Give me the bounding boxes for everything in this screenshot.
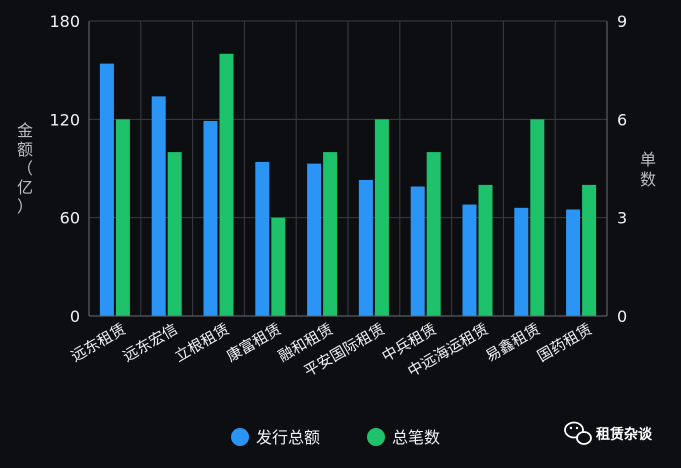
y-right-axis-title-char: 数 xyxy=(640,170,656,189)
bar-issue-amount xyxy=(307,163,322,316)
x-category-label: 国药租赁 xyxy=(534,320,595,366)
bars xyxy=(99,53,597,317)
x-category-label: 易鑫租赁 xyxy=(482,320,543,366)
bar-issue-amount xyxy=(514,207,529,316)
y-left-tick-label: 60 xyxy=(60,209,80,228)
y-left-axis-title-char: 额 xyxy=(17,140,33,159)
x-category-label: 立根租赁 xyxy=(172,320,233,366)
legend-swatch xyxy=(367,428,385,446)
legend-item-issue-amount[interactable]: 发行总额 xyxy=(231,428,320,447)
bar-issue-amount xyxy=(566,209,581,316)
watermark-text: 租赁杂谈 xyxy=(596,426,653,443)
bar-issue-amount xyxy=(358,179,373,316)
bar-deal-count xyxy=(426,152,441,316)
bar-deal-count xyxy=(374,119,389,316)
bar-deal-count xyxy=(219,53,234,317)
bar-issue-amount xyxy=(203,120,218,316)
legend[interactable]: 发行总额 总笔数 xyxy=(231,428,440,447)
y-right-tick-label: 3 xyxy=(617,209,627,228)
x-category-label: 康富租赁 xyxy=(223,320,284,366)
y-left-axis-title-char: 亿 xyxy=(17,178,33,197)
y-left-tick-label: 120 xyxy=(49,110,80,129)
y-right-tick-label: 6 xyxy=(617,110,627,129)
y-left-tick-label: 0 xyxy=(70,307,80,326)
bar-issue-amount xyxy=(462,204,477,316)
y-right-tick-label: 0 xyxy=(617,307,627,326)
bar-issue-amount xyxy=(151,96,166,316)
grid-lines xyxy=(88,20,608,317)
legend-label: 总笔数 xyxy=(392,428,440,447)
bar-issue-amount xyxy=(410,186,425,316)
y-left-tick-label: 180 xyxy=(49,12,80,31)
y-left-axis-title-char: ） xyxy=(17,197,33,216)
y-right-tick-label: 9 xyxy=(617,12,627,31)
bar-deal-count xyxy=(478,184,493,316)
axes xyxy=(88,21,608,317)
bar-deal-count xyxy=(582,184,597,316)
watermark: 租赁杂谈 xyxy=(564,421,653,445)
x-category-label: 远东租赁 xyxy=(68,320,129,366)
bar-deal-count xyxy=(167,152,182,316)
legend-swatch xyxy=(231,428,249,446)
bar-deal-count xyxy=(323,152,338,316)
y-right-axis-title-char: 单 xyxy=(640,150,656,169)
wechat-icon xyxy=(564,421,592,445)
bar-issue-amount xyxy=(99,63,114,316)
y-left-axis-title-char: （ xyxy=(17,159,33,178)
bar-deal-count xyxy=(271,217,286,316)
bar-issue-amount xyxy=(255,161,270,316)
x-category-label: 远东宏信 xyxy=(120,320,181,366)
y-left-axis-title-char: 金 xyxy=(17,121,33,140)
legend-label: 发行总额 xyxy=(256,428,320,447)
bar-deal-count xyxy=(530,119,545,316)
legend-item-deal-count[interactable]: 总笔数 xyxy=(367,428,440,447)
bar-deal-count xyxy=(115,119,130,316)
